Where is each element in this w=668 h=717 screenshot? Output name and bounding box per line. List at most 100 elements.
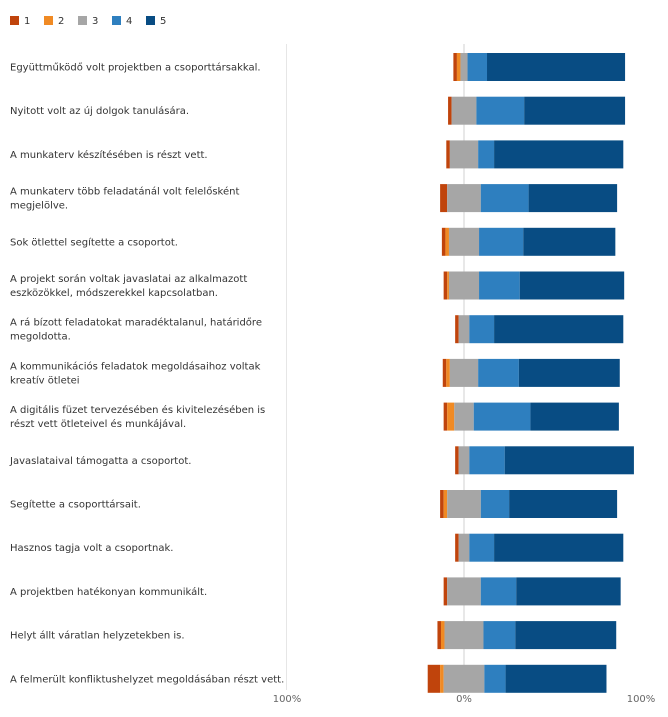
bar-segment-1	[437, 621, 441, 650]
bar-segment-4	[476, 96, 525, 125]
bar-segment-3	[460, 53, 468, 81]
legend-swatch-3	[78, 16, 87, 25]
bar-segment-5	[509, 490, 618, 518]
bar-segment-1	[455, 446, 459, 475]
legend-label-2: 2	[58, 16, 64, 27]
bar-segment-3	[458, 315, 470, 344]
bar-segment-3	[448, 227, 480, 256]
bar-segment-3	[443, 664, 485, 693]
question-label: megoldotta.	[10, 332, 71, 343]
question-label: megjelölve.	[10, 201, 68, 212]
bar-segment-4	[469, 446, 505, 475]
question-label: Helyt állt váratlan helyzetekben is.	[10, 630, 185, 642]
bar-segment-5	[504, 446, 634, 475]
legend: 1 2 3 4 5	[10, 16, 166, 27]
bar-segment-3	[458, 446, 470, 475]
bar-segment-2	[443, 490, 448, 518]
question-label: A munkaterv készítésében is részt vett.	[10, 149, 208, 161]
question-label: kreatív ötletei	[10, 374, 80, 386]
bar-segment-1	[440, 184, 448, 213]
bar-segment-1	[443, 402, 448, 431]
bar-segment-2	[440, 621, 445, 650]
bar-segment-3	[444, 621, 484, 650]
bar-segment-5	[515, 621, 617, 650]
bar-segment-3	[448, 271, 480, 300]
legend-label-5: 5	[160, 16, 166, 27]
question-label: Hasznos tagja volt a csoportnak.	[10, 543, 173, 554]
bar-segment-5	[487, 53, 626, 81]
question-label: A munkaterv több feladatánál volt felelő…	[10, 186, 239, 198]
bar-segment-2	[447, 402, 455, 431]
question-label: A felmerült konfliktushelyzet megoldásáb…	[10, 673, 284, 685]
bar-segment-5	[519, 271, 625, 300]
bar-segment-2	[447, 271, 449, 300]
bar-segment-4	[483, 621, 516, 650]
bar-segment-3	[451, 96, 477, 125]
x-tick-label: 100%	[273, 694, 302, 705]
bar-segment-4	[484, 664, 506, 693]
bar-segment-3	[449, 358, 479, 387]
bar-segment-3	[458, 533, 470, 562]
x-tick-label: 100%	[627, 694, 656, 705]
bar-segment-4	[467, 53, 488, 81]
bar-segment-2	[440, 664, 444, 693]
bar-segment-5	[516, 577, 621, 606]
question-label: A digitális füzet tervezésében és kivite…	[10, 404, 265, 416]
bar-segment-4	[478, 358, 519, 387]
bar-segment-5	[518, 358, 620, 387]
bar-segment-3	[447, 577, 481, 606]
bar-segment-5	[494, 315, 624, 344]
legend-label-3: 3	[92, 16, 98, 27]
bar-segment-5	[523, 227, 616, 256]
bar-segment-3	[449, 140, 479, 169]
bar-segment-1	[455, 315, 459, 344]
bar-segment-1	[440, 490, 444, 518]
bar-segment-2	[445, 227, 449, 256]
question-label: Együttműködő volt projektben a csoporttá…	[10, 62, 261, 74]
bar-segment-1	[441, 227, 446, 256]
bar-segment-4	[479, 227, 524, 256]
question-label: Javaslataival támogatta a csoportot.	[9, 455, 191, 467]
bar-segment-1	[448, 96, 452, 125]
bar-segment-4	[469, 533, 495, 562]
bar-segment-1	[446, 140, 450, 169]
bar-segment-3	[447, 184, 481, 213]
bar-segment-3	[447, 490, 481, 518]
bar-segment-4	[469, 315, 495, 344]
bar-segment-1	[443, 577, 448, 606]
question-label: Nyitott volt az új dolgok tanulására.	[10, 105, 189, 117]
bar-segment-1	[442, 358, 447, 387]
question-label: A rá bízott feladatokat maradéktalanul, …	[10, 317, 262, 329]
bar-segment-2	[446, 358, 450, 387]
legend-swatch-4	[112, 16, 121, 25]
question-label: A kommunikációs feladatok megoldásaihoz …	[10, 360, 261, 372]
question-label: eszközökkel, módszerekkel kapcsolatban.	[10, 287, 218, 299]
bar-segment-4	[478, 140, 495, 169]
bar-segment-1	[427, 664, 441, 693]
bar-segment-3	[454, 402, 474, 431]
x-tick-label: 0%	[456, 694, 472, 705]
bar-segment-4	[473, 402, 531, 431]
question-label: A projektben hatékonyan kommunikált.	[10, 586, 207, 598]
legend-label-1: 1	[24, 16, 30, 27]
bar-segment-4	[480, 184, 529, 213]
bar-segment-5	[530, 402, 619, 431]
bar-segment-1	[455, 533, 459, 562]
question-label: Sok ötlettel segítette a csoportot.	[10, 236, 178, 248]
bar-segment-2	[456, 53, 461, 81]
bar-segment-4	[480, 577, 517, 606]
bar-segment-1	[443, 271, 448, 300]
x-axis-ticks: 100% 0% 100%	[273, 694, 656, 705]
legend-swatch-2	[44, 16, 53, 25]
legend-swatch-1	[10, 16, 19, 25]
legend-swatch-5	[146, 16, 155, 25]
bar-segment-5	[505, 664, 607, 693]
question-label: Segítette a csoporttársait.	[10, 499, 141, 511]
bar-segment-4	[479, 271, 520, 300]
bar-segment-4	[480, 490, 510, 518]
legend-label-4: 4	[126, 16, 132, 27]
question-label: A projekt során voltak javaslatai az alk…	[10, 273, 247, 285]
question-labels: Együttműködő volt projektben a csoporttá…	[9, 62, 284, 686]
bar-segment-5	[494, 533, 624, 562]
